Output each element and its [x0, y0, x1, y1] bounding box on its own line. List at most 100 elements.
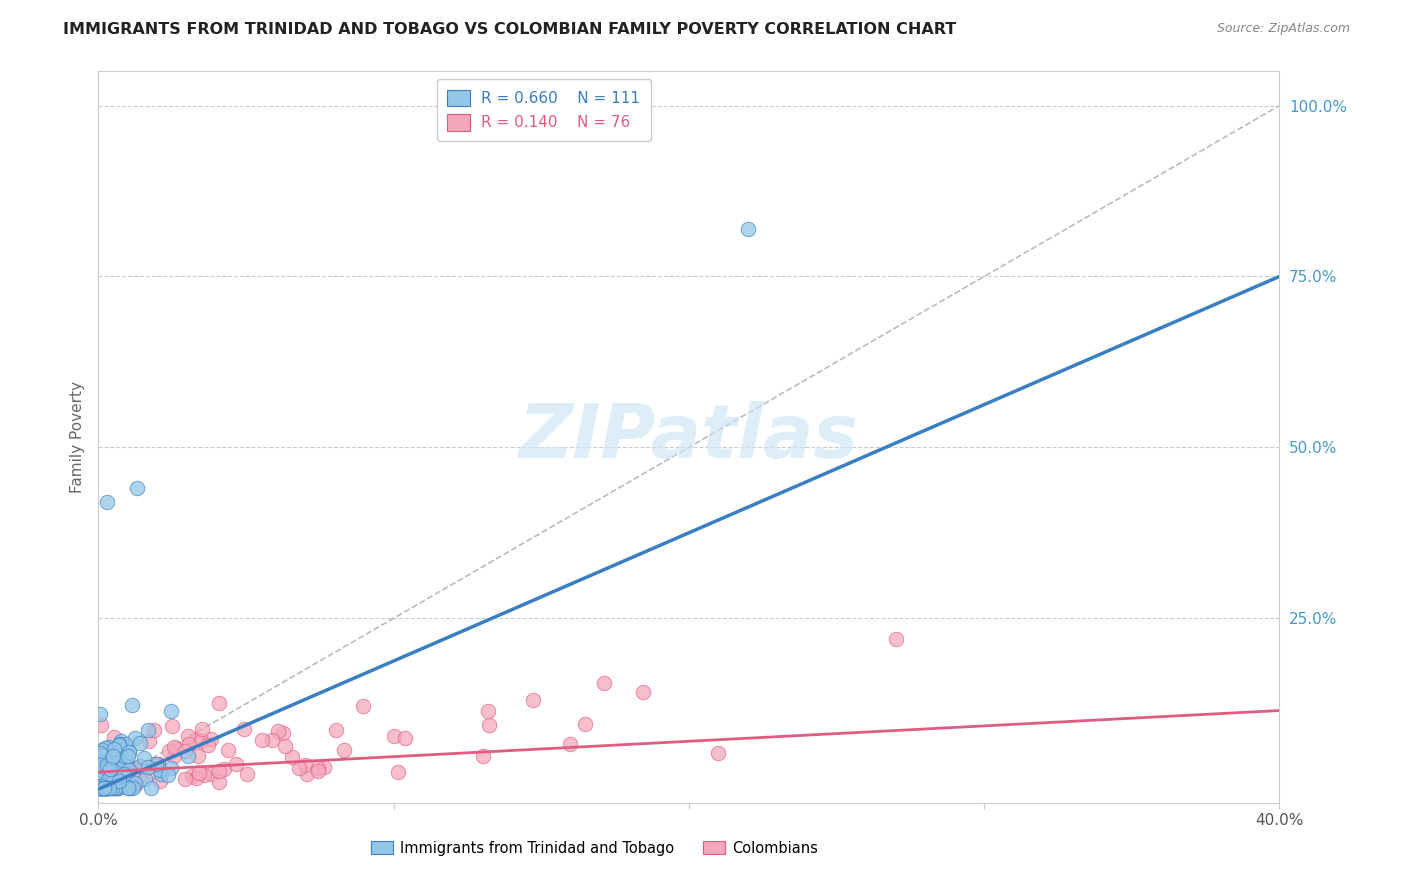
- Point: [163, 749, 186, 764]
- Point: [105, 772, 128, 786]
- Point: [105, 742, 128, 756]
- Point: [387, 764, 409, 779]
- Point: [159, 704, 181, 718]
- Point: [114, 737, 136, 751]
- Point: [107, 768, 129, 782]
- Point: [181, 769, 204, 783]
- Point: [162, 740, 184, 755]
- Point: [157, 743, 180, 757]
- Point: [118, 745, 141, 759]
- Point: [89, 781, 111, 796]
- Point: [90, 772, 112, 786]
- Point: [100, 777, 122, 791]
- Point: [98, 747, 121, 762]
- Point: [96, 780, 118, 794]
- Point: [122, 781, 145, 796]
- Point: [121, 698, 143, 713]
- Point: [118, 763, 141, 777]
- Point: [103, 781, 125, 796]
- Point: [91, 781, 114, 796]
- Point: [103, 742, 125, 756]
- Point: [478, 718, 501, 732]
- Point: [89, 781, 111, 796]
- Point: [157, 767, 180, 781]
- Point: [236, 767, 259, 781]
- Point: [124, 731, 146, 746]
- Point: [288, 761, 311, 775]
- Point: [149, 774, 172, 789]
- Point: [90, 773, 112, 788]
- Point: [114, 749, 136, 764]
- Point: [90, 781, 112, 796]
- Point: [91, 757, 114, 772]
- Point: [100, 749, 122, 764]
- Point: [110, 734, 132, 748]
- Point: [89, 781, 111, 796]
- Point: [111, 767, 134, 781]
- Point: [94, 781, 117, 796]
- Point: [271, 726, 294, 740]
- Point: [93, 781, 115, 796]
- Point: [191, 723, 214, 737]
- Point: [267, 723, 290, 738]
- Point: [190, 734, 212, 748]
- Point: [129, 767, 152, 781]
- Point: [217, 742, 239, 756]
- Point: [120, 760, 142, 774]
- Point: [94, 770, 117, 784]
- Point: [90, 743, 112, 757]
- Point: [117, 781, 139, 796]
- Point: [90, 717, 112, 731]
- Text: Source: ZipAtlas.com: Source: ZipAtlas.com: [1216, 22, 1350, 36]
- Point: [94, 781, 117, 796]
- Point: [104, 781, 127, 796]
- Point: [212, 762, 235, 776]
- Point: [101, 781, 124, 796]
- Point: [200, 767, 222, 781]
- Point: [96, 781, 118, 796]
- Point: [129, 759, 152, 773]
- Point: [94, 750, 117, 764]
- Point: [96, 495, 118, 509]
- Point: [352, 699, 374, 714]
- Point: [165, 741, 187, 756]
- Point: [136, 759, 159, 773]
- Point: [131, 760, 153, 774]
- Point: [98, 763, 121, 777]
- Point: [208, 764, 231, 778]
- Text: ZIPatlas: ZIPatlas: [519, 401, 859, 474]
- Point: [107, 781, 129, 796]
- Point: [96, 758, 118, 772]
- Point: [97, 773, 120, 788]
- Point: [312, 760, 335, 774]
- Point: [90, 779, 112, 793]
- Point: [262, 732, 284, 747]
- Point: [93, 781, 115, 796]
- Point: [94, 781, 117, 796]
- Point: [127, 763, 149, 777]
- Point: [118, 745, 141, 759]
- Point: [98, 780, 121, 795]
- Point: [89, 781, 111, 796]
- Point: [97, 781, 120, 796]
- Point: [124, 776, 146, 790]
- Point: [128, 736, 150, 750]
- Point: [94, 781, 117, 796]
- Point: [121, 779, 143, 793]
- Point: [100, 750, 122, 764]
- Point: [93, 741, 115, 756]
- Point: [112, 767, 135, 781]
- Point: [124, 777, 146, 791]
- Point: [142, 723, 165, 738]
- Point: [382, 729, 405, 743]
- Point: [592, 676, 614, 690]
- Point: [325, 723, 347, 738]
- Point: [89, 781, 111, 796]
- Point: [162, 719, 184, 733]
- Point: [104, 781, 127, 796]
- Point: [148, 757, 170, 772]
- Point: [89, 746, 111, 760]
- Point: [91, 747, 114, 762]
- Point: [103, 781, 125, 796]
- Point: [91, 780, 114, 795]
